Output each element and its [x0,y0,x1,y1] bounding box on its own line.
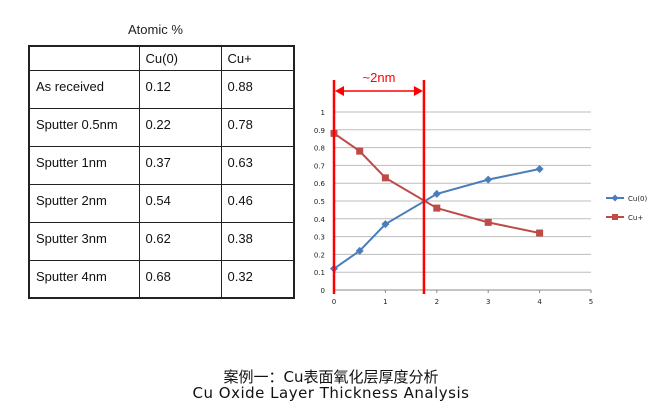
y-tick-label-2: 0.2 [314,251,325,259]
x-tick-label-3: 3 [486,298,490,306]
atomic-percent-table: Cu(0) Cu+ As received 0.12 0.88 Sputter 0.5nm… [28,45,295,299]
series-0-marker-5 [535,164,544,173]
table-row-3: Sputter 2nm 0.54 0.46 [28,183,295,223]
legend-marker-1 [612,214,618,220]
series-1-marker-5 [536,229,544,237]
legend-label-1: Cu+ [628,214,643,222]
caption-english: Cu Oxide Layer Thickness Analysis [192,384,470,402]
y-tick-label-8: 0.8 [314,145,325,153]
series-0-marker-2 [381,220,390,229]
x-tick-label-2: 2 [435,298,439,306]
annotation-arrowhead-right [413,86,423,96]
table-row-1-cell-1: 0.22 [138,107,222,147]
y-tick-label-9: 0.9 [314,127,325,135]
y-tick-label-5: 0.5 [314,198,325,206]
y-tick-label-3: 0.3 [314,234,325,242]
x-tick-label-1: 1 [383,298,387,306]
table-row-3-cell-1: 0.54 [138,183,222,223]
series-0-marker-4 [484,175,493,184]
series-line-1 [333,132,540,235]
series-0-marker-1 [355,246,364,255]
table-row-5-cell-0: Sputter 4nm [28,259,140,299]
table-row-1-cell-2: 0.78 [220,107,295,147]
table-row-2: Sputter 1nm 0.37 0.63 [28,145,295,185]
table-row-5-cell-2: 0.32 [220,259,295,299]
series-1-marker-2 [381,174,389,182]
table-header-row-cell-1: Cu(0) [138,45,222,71]
table-row-3-cell-2: 0.46 [220,183,295,223]
table-row-2-cell-1: 0.37 [138,145,222,185]
table-header-row: Cu(0) Cu+ [28,45,295,71]
table-row-3-cell-0: Sputter 2nm [28,183,140,223]
y-tick-label-4: 0.4 [314,216,326,224]
table-row-1: Sputter 0.5nm 0.22 0.78 [28,107,295,147]
table-header-row-cell-0 [28,45,140,71]
y-tick-label-10: 1 [321,109,325,117]
table-row-4: Sputter 3nm 0.62 0.38 [28,221,295,261]
legend-marker-0 [611,194,619,202]
annotation-label: ~2nm [363,70,396,85]
legend-label-0: Cu(0) [628,195,648,203]
y-tick-label-6: 0.6 [314,180,326,188]
y-tick-label-0: 0 [321,287,325,295]
x-tick-label-5: 5 [589,298,593,306]
x-tick-label-4: 4 [537,298,542,306]
table-caption: Atomic % [128,22,183,37]
y-tick-label-7: 0.7 [314,162,325,170]
series-line-0 [333,167,540,270]
table-row-5-cell-1: 0.68 [138,259,222,299]
table-row-5: Sputter 4nm 0.68 0.32 [28,259,295,299]
x-tick-label-0: 0 [332,298,336,306]
caption-chinese: 案例一：Cu表面氧化层厚度分析 [223,368,439,386]
table-row-0: As received 0.12 0.88 [28,69,295,109]
y-tick-label-1: 0.1 [314,269,325,277]
series-1-marker-4 [484,218,492,226]
table-header-row-cell-2: Cu+ [220,45,295,71]
table-row-2-cell-0: Sputter 1nm [28,145,140,185]
series-1-marker-3 [433,204,441,212]
series-0-marker-3 [432,189,441,198]
series-1-marker-1 [356,147,364,155]
annotation-arrowhead-left [335,86,344,96]
table-row-4-cell-2: 0.38 [220,221,295,261]
